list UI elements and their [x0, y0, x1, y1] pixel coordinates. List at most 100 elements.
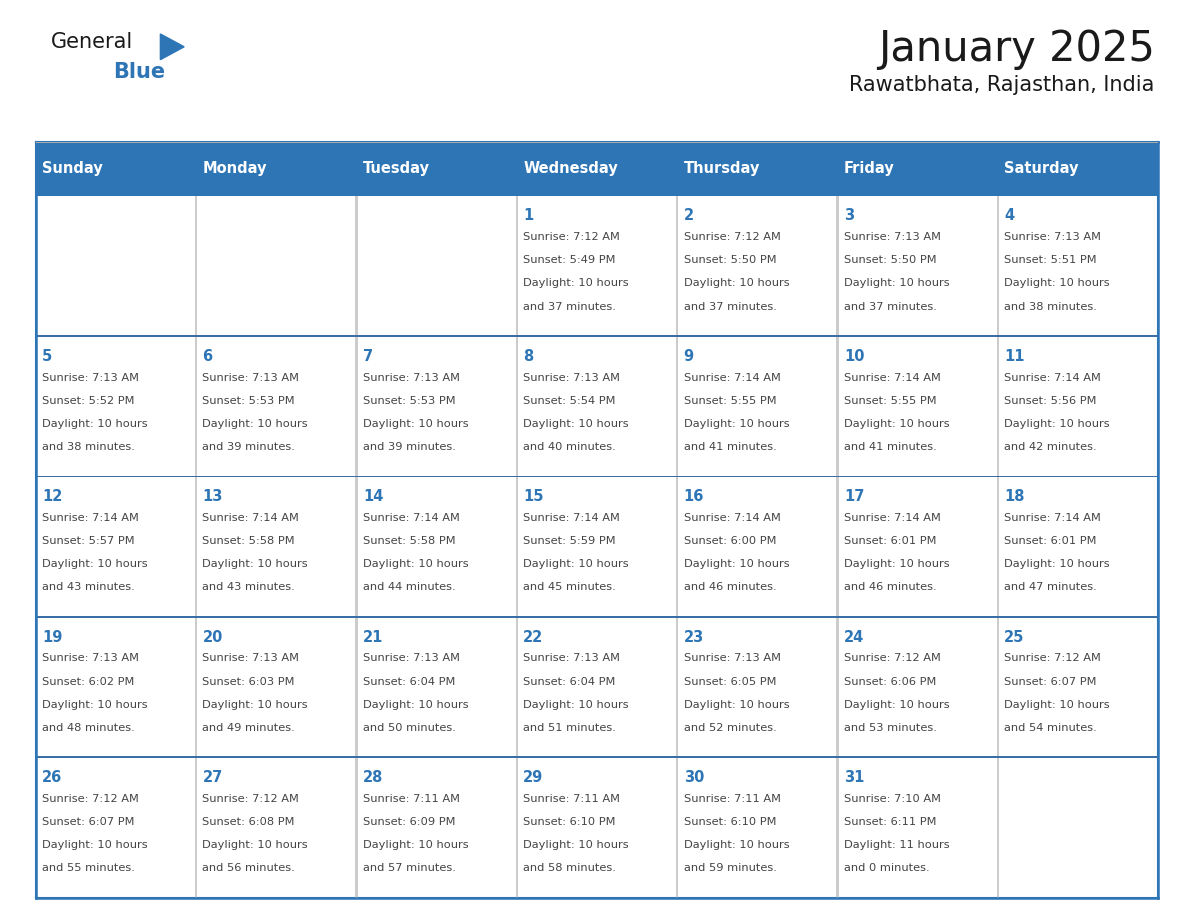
Text: Sunset: 5:55 PM: Sunset: 5:55 PM: [683, 396, 776, 406]
Text: Friday: Friday: [843, 162, 895, 176]
Text: Sunrise: 7:13 AM: Sunrise: 7:13 AM: [42, 373, 139, 383]
Text: Sunset: 6:01 PM: Sunset: 6:01 PM: [843, 536, 936, 546]
Text: Sunset: 5:50 PM: Sunset: 5:50 PM: [683, 255, 776, 265]
Text: Sunset: 5:58 PM: Sunset: 5:58 PM: [202, 536, 295, 546]
Text: Daylight: 10 hours: Daylight: 10 hours: [42, 700, 147, 710]
Text: Sunset: 5:59 PM: Sunset: 5:59 PM: [523, 536, 615, 546]
Text: Sunset: 6:10 PM: Sunset: 6:10 PM: [683, 817, 776, 827]
Text: Sunrise: 7:14 AM: Sunrise: 7:14 AM: [362, 513, 460, 523]
Text: Daylight: 10 hours: Daylight: 10 hours: [523, 419, 628, 429]
Text: Saturday: Saturday: [1004, 162, 1079, 176]
Text: and 38 minutes.: and 38 minutes.: [1004, 302, 1098, 311]
Text: 22: 22: [523, 630, 543, 644]
Text: and 41 minutes.: and 41 minutes.: [843, 442, 936, 452]
Text: Sunset: 6:09 PM: Sunset: 6:09 PM: [362, 817, 455, 827]
Text: Sunrise: 7:14 AM: Sunrise: 7:14 AM: [683, 373, 781, 383]
Text: Sunset: 6:00 PM: Sunset: 6:00 PM: [683, 536, 776, 546]
Text: and 46 minutes.: and 46 minutes.: [843, 583, 936, 592]
Text: 21: 21: [362, 630, 384, 644]
Text: and 42 minutes.: and 42 minutes.: [1004, 442, 1097, 452]
Text: and 37 minutes.: and 37 minutes.: [843, 302, 937, 311]
Text: and 38 minutes.: and 38 minutes.: [42, 442, 135, 452]
Text: Thursday: Thursday: [683, 162, 760, 176]
Text: 9: 9: [683, 349, 694, 364]
Text: and 56 minutes.: and 56 minutes.: [202, 864, 295, 873]
Text: Rawatbhata, Rajasthan, India: Rawatbhata, Rajasthan, India: [849, 75, 1155, 95]
Text: Daylight: 10 hours: Daylight: 10 hours: [362, 559, 468, 569]
Text: Sunrise: 7:13 AM: Sunrise: 7:13 AM: [42, 654, 139, 664]
Text: Sunrise: 7:13 AM: Sunrise: 7:13 AM: [523, 373, 620, 383]
Text: Sunrise: 7:11 AM: Sunrise: 7:11 AM: [683, 794, 781, 804]
Text: Daylight: 10 hours: Daylight: 10 hours: [523, 278, 628, 288]
Text: Sunrise: 7:10 AM: Sunrise: 7:10 AM: [843, 794, 941, 804]
Text: Daylight: 10 hours: Daylight: 10 hours: [362, 840, 468, 850]
Text: and 41 minutes.: and 41 minutes.: [683, 442, 776, 452]
Text: 15: 15: [523, 489, 544, 504]
Text: Sunrise: 7:14 AM: Sunrise: 7:14 AM: [843, 513, 941, 523]
Text: Daylight: 10 hours: Daylight: 10 hours: [523, 840, 628, 850]
Text: 20: 20: [202, 630, 223, 644]
Text: 25: 25: [1004, 630, 1025, 644]
Text: General: General: [51, 32, 133, 52]
Text: and 45 minutes.: and 45 minutes.: [523, 583, 615, 592]
Text: and 55 minutes.: and 55 minutes.: [42, 864, 135, 873]
Text: Sunrise: 7:12 AM: Sunrise: 7:12 AM: [523, 232, 620, 242]
Text: and 49 minutes.: and 49 minutes.: [202, 723, 295, 733]
Text: and 39 minutes.: and 39 minutes.: [202, 442, 296, 452]
Text: 5: 5: [42, 349, 52, 364]
Text: Sunset: 6:04 PM: Sunset: 6:04 PM: [523, 677, 615, 687]
Text: Sunrise: 7:13 AM: Sunrise: 7:13 AM: [202, 654, 299, 664]
Text: Sunset: 6:02 PM: Sunset: 6:02 PM: [42, 677, 134, 687]
Text: Sunset: 5:53 PM: Sunset: 5:53 PM: [202, 396, 295, 406]
Text: Sunrise: 7:14 AM: Sunrise: 7:14 AM: [843, 373, 941, 383]
Text: 11: 11: [1004, 349, 1025, 364]
Text: Daylight: 11 hours: Daylight: 11 hours: [843, 840, 949, 850]
Text: Daylight: 10 hours: Daylight: 10 hours: [42, 559, 147, 569]
Text: 10: 10: [843, 349, 865, 364]
Text: and 51 minutes.: and 51 minutes.: [523, 723, 617, 733]
Text: Sunset: 5:52 PM: Sunset: 5:52 PM: [42, 396, 134, 406]
Text: Daylight: 10 hours: Daylight: 10 hours: [202, 840, 308, 850]
Text: Sunrise: 7:12 AM: Sunrise: 7:12 AM: [683, 232, 781, 242]
Text: 12: 12: [42, 489, 63, 504]
Text: and 40 minutes.: and 40 minutes.: [523, 442, 615, 452]
Text: Daylight: 10 hours: Daylight: 10 hours: [843, 700, 949, 710]
Text: Daylight: 10 hours: Daylight: 10 hours: [683, 278, 789, 288]
Text: and 43 minutes.: and 43 minutes.: [202, 583, 295, 592]
Text: 28: 28: [362, 770, 384, 785]
Text: 3: 3: [843, 208, 854, 223]
Text: Sunrise: 7:14 AM: Sunrise: 7:14 AM: [42, 513, 139, 523]
Text: Sunset: 6:04 PM: Sunset: 6:04 PM: [362, 677, 455, 687]
Text: Sunrise: 7:11 AM: Sunrise: 7:11 AM: [523, 794, 620, 804]
Text: Daylight: 10 hours: Daylight: 10 hours: [683, 419, 789, 429]
Text: 23: 23: [683, 630, 703, 644]
Text: Sunset: 6:10 PM: Sunset: 6:10 PM: [523, 817, 615, 827]
Text: 13: 13: [202, 489, 223, 504]
Text: Sunset: 6:07 PM: Sunset: 6:07 PM: [1004, 677, 1097, 687]
Text: and 43 minutes.: and 43 minutes.: [42, 583, 134, 592]
Text: Daylight: 10 hours: Daylight: 10 hours: [843, 278, 949, 288]
Text: 1: 1: [523, 208, 533, 223]
Text: and 37 minutes.: and 37 minutes.: [683, 302, 777, 311]
Text: Sunrise: 7:14 AM: Sunrise: 7:14 AM: [1004, 373, 1101, 383]
Text: and 53 minutes.: and 53 minutes.: [843, 723, 937, 733]
Text: Sunset: 5:57 PM: Sunset: 5:57 PM: [42, 536, 134, 546]
Text: 29: 29: [523, 770, 543, 785]
Text: Sunrise: 7:14 AM: Sunrise: 7:14 AM: [523, 513, 620, 523]
Text: Sunrise: 7:13 AM: Sunrise: 7:13 AM: [683, 654, 781, 664]
Text: Sunset: 6:01 PM: Sunset: 6:01 PM: [1004, 536, 1097, 546]
Text: Sunrise: 7:13 AM: Sunrise: 7:13 AM: [362, 654, 460, 664]
Text: Sunset: 6:06 PM: Sunset: 6:06 PM: [843, 677, 936, 687]
Text: Sunset: 6:05 PM: Sunset: 6:05 PM: [683, 677, 776, 687]
Text: Daylight: 10 hours: Daylight: 10 hours: [202, 419, 308, 429]
Text: Daylight: 10 hours: Daylight: 10 hours: [843, 559, 949, 569]
Text: and 52 minutes.: and 52 minutes.: [683, 723, 776, 733]
Text: Daylight: 10 hours: Daylight: 10 hours: [683, 559, 789, 569]
Text: Sunset: 5:56 PM: Sunset: 5:56 PM: [1004, 396, 1097, 406]
Text: 31: 31: [843, 770, 865, 785]
Text: Sunrise: 7:12 AM: Sunrise: 7:12 AM: [42, 794, 139, 804]
Text: Daylight: 10 hours: Daylight: 10 hours: [1004, 419, 1110, 429]
Text: and 0 minutes.: and 0 minutes.: [843, 864, 929, 873]
Text: Wednesday: Wednesday: [523, 162, 618, 176]
Text: Sunset: 5:58 PM: Sunset: 5:58 PM: [362, 536, 455, 546]
